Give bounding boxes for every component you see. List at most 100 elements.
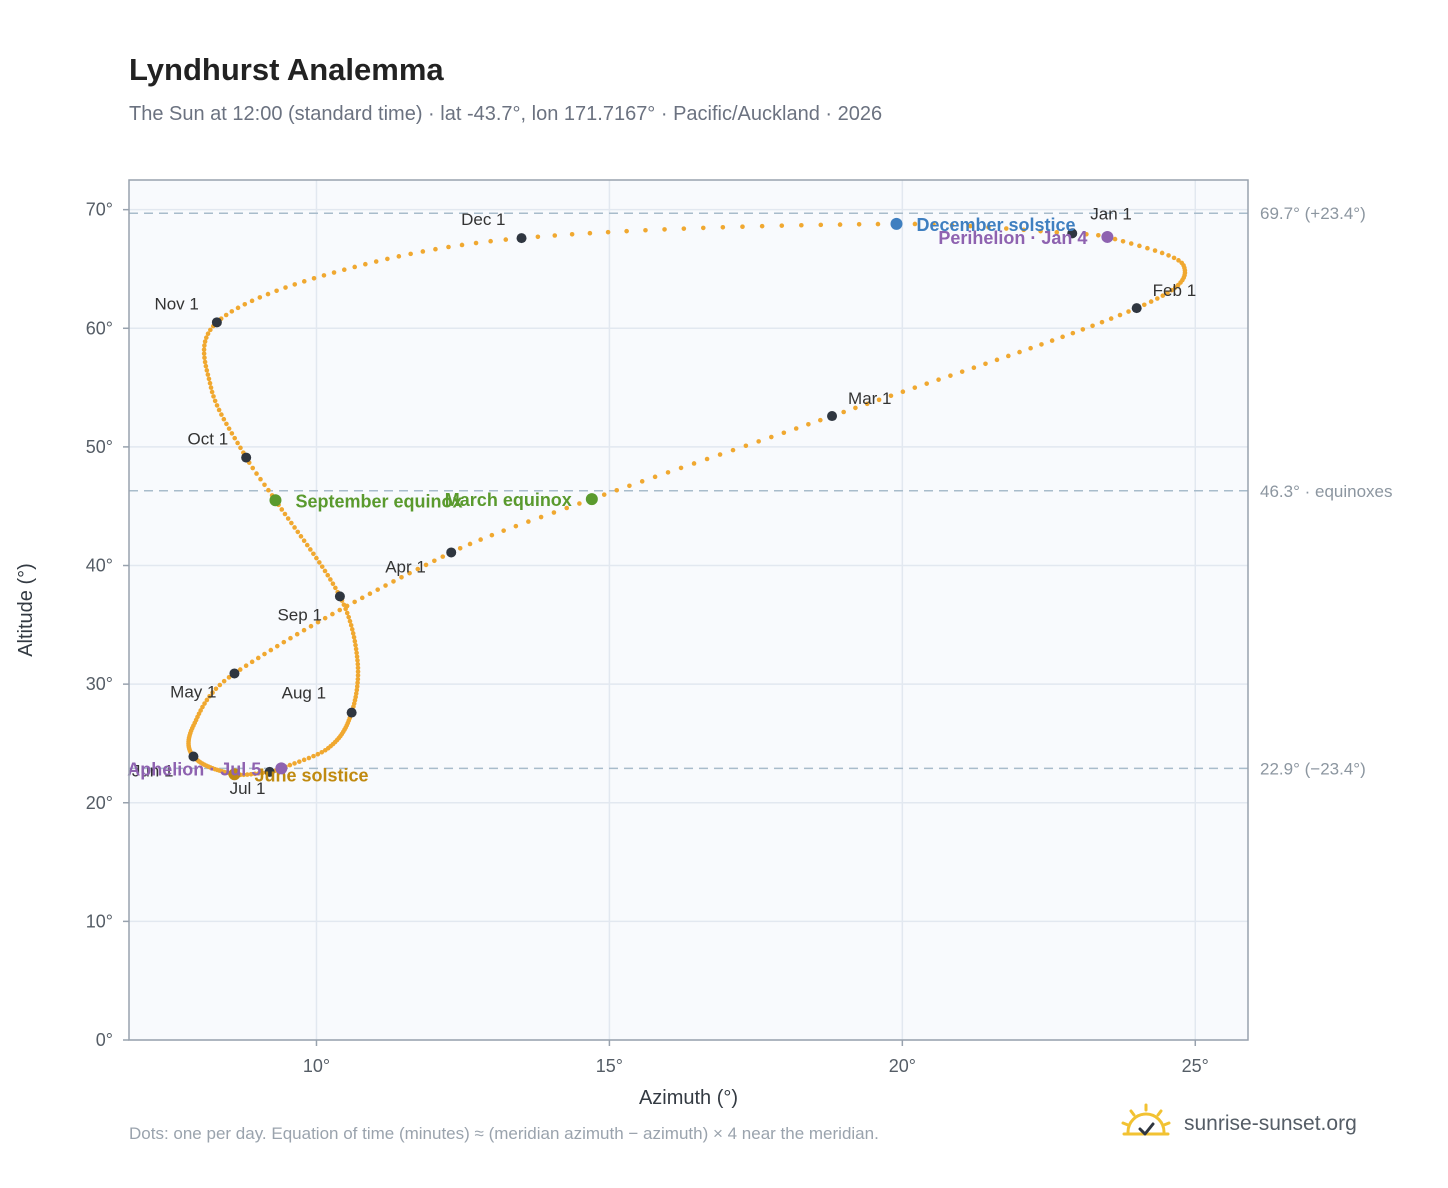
day-dot — [298, 534, 304, 539]
day-dot — [331, 270, 337, 275]
day-dot — [202, 339, 208, 344]
event-marker — [275, 762, 288, 775]
day-dot — [513, 523, 519, 529]
day-dot — [352, 638, 358, 644]
day-dot — [799, 222, 804, 228]
day-dot — [354, 650, 359, 656]
event-marker — [228, 768, 241, 781]
day-dot — [226, 675, 232, 680]
day-dot — [241, 772, 246, 778]
day-dot — [250, 465, 256, 471]
day-dot — [282, 511, 288, 517]
day-dot — [205, 372, 211, 377]
day-dot — [587, 230, 593, 236]
day-dot — [311, 276, 317, 281]
day-dot — [353, 642, 358, 648]
day-dot — [274, 643, 280, 649]
day-dot — [1039, 342, 1044, 347]
day-dot — [337, 607, 343, 613]
day-dot — [301, 627, 307, 633]
day-dot — [355, 673, 361, 678]
day-dot — [415, 566, 421, 572]
day-dot — [295, 529, 301, 535]
day-dot — [205, 331, 211, 337]
month-marker — [516, 233, 527, 244]
day-dot — [315, 751, 321, 757]
day-dot — [1084, 231, 1089, 237]
day-dot — [1148, 299, 1154, 304]
day-dot — [248, 771, 254, 777]
day-dot — [968, 223, 973, 229]
day-dot — [238, 445, 243, 451]
day-dot — [704, 456, 710, 462]
x-tick-label: 15° — [596, 1056, 623, 1076]
day-dot — [258, 476, 263, 482]
day-dot — [304, 542, 310, 548]
day-dot — [385, 256, 390, 262]
day-dot — [681, 226, 687, 231]
day-dot — [285, 516, 291, 521]
day-dot — [1017, 349, 1022, 355]
day-dot — [841, 409, 846, 415]
y-tick-label: 70° — [86, 200, 113, 220]
day-dot — [354, 654, 360, 659]
day-dot — [279, 507, 285, 512]
day-dot — [214, 403, 220, 408]
day-dot — [204, 368, 210, 373]
day-dot — [209, 389, 215, 395]
day-dot — [319, 749, 325, 755]
day-dot — [420, 249, 426, 254]
day-dot — [806, 421, 811, 427]
month-marker — [188, 751, 199, 762]
day-dot — [201, 347, 207, 352]
chart-title: Lyndhurst Analemma — [129, 52, 444, 87]
day-dot — [577, 501, 582, 506]
day-dot — [322, 615, 328, 621]
day-dot — [1070, 330, 1076, 336]
sun-logo-icon — [1120, 1102, 1172, 1147]
day-dot — [501, 528, 506, 533]
day-dot — [900, 389, 906, 395]
event-label: June solstice — [254, 765, 368, 785]
day-dot — [1166, 253, 1171, 258]
day-dot — [503, 237, 509, 242]
day-dot — [432, 558, 437, 564]
day-dot — [244, 772, 250, 777]
month-marker — [264, 766, 275, 777]
day-dot — [274, 288, 279, 294]
day-dot — [207, 380, 213, 386]
y-tick-label: 40° — [86, 556, 113, 576]
month-marker-label: Jan 1 — [1090, 204, 1132, 223]
day-dot — [936, 377, 941, 382]
day-dot — [1021, 227, 1026, 233]
day-dot — [994, 357, 1000, 363]
reference-line-label: 69.7° (+23.4°) — [1260, 204, 1366, 223]
day-dot — [301, 279, 307, 284]
day-dot — [256, 771, 261, 776]
day-dot — [211, 394, 216, 399]
day-dot — [1090, 323, 1095, 329]
day-dot — [301, 538, 307, 544]
day-dot — [949, 222, 955, 228]
day-dot — [212, 398, 218, 404]
day-dot — [551, 510, 557, 515]
day-dot — [488, 238, 493, 244]
day-dot — [818, 222, 824, 228]
day-dot — [221, 416, 227, 422]
x-axis-label: Azimuth (°) — [639, 1087, 738, 1109]
day-dot — [1126, 309, 1131, 314]
day-dot — [343, 606, 348, 612]
day-dot — [204, 335, 209, 340]
day-dot — [837, 222, 843, 227]
day-dot — [759, 223, 765, 229]
day-dot — [700, 225, 706, 231]
brand[interactable]: sunrise-sunset.org — [1120, 1100, 1357, 1148]
day-dot — [720, 224, 726, 230]
day-dot — [223, 312, 229, 318]
month-marker — [827, 411, 838, 422]
day-dot — [319, 564, 325, 569]
day-dot — [853, 405, 858, 411]
event-marker — [269, 494, 282, 507]
day-dot — [208, 327, 213, 333]
